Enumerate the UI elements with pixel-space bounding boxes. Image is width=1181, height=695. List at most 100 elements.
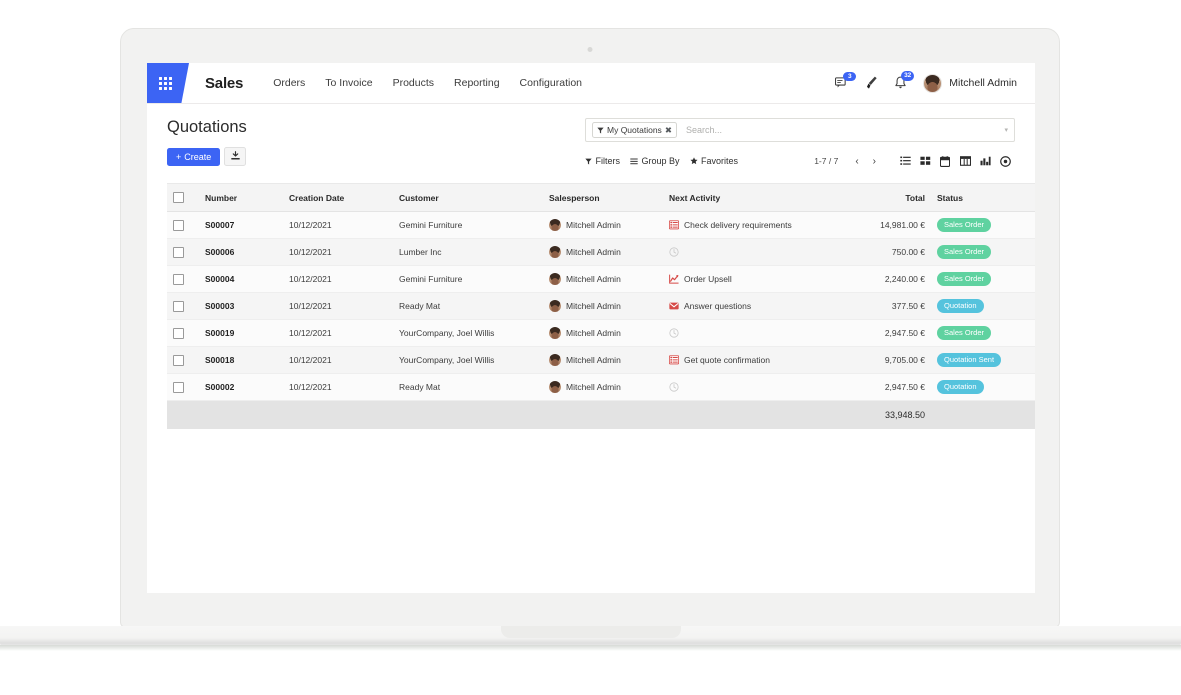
- cell-status: Sales Order: [931, 266, 1029, 293]
- activity-view-icon[interactable]: [995, 152, 1015, 170]
- clock-icon: [669, 247, 679, 257]
- cell-total: 2,240.00 €: [884, 274, 925, 284]
- footer-empty-2: [199, 401, 283, 429]
- salesperson-name: Mitchell Admin: [566, 328, 621, 338]
- status-badge: Sales Order: [937, 245, 992, 259]
- table-row[interactable]: S00002 10/12/2021 Ready Mat Mitchell Admin 2…: [167, 373, 1035, 401]
- webcam-dot: [587, 47, 593, 52]
- row-checkbox[interactable]: [173, 381, 184, 393]
- search-bar[interactable]: My Quotations ✖ ▾: [585, 118, 1015, 142]
- groupby-dropdown[interactable]: Group By: [630, 153, 690, 169]
- table-row[interactable]: S00006 10/12/2021 Lumber Inc Mitchell Admin…: [167, 238, 1035, 266]
- pager-previous-button[interactable]: ‹: [848, 155, 865, 168]
- cell-status: Sales Order: [931, 212, 1029, 239]
- column-header-number[interactable]: Number: [199, 183, 283, 212]
- column-header-salesperson[interactable]: Salesperson: [543, 183, 663, 212]
- nav-item-configuration[interactable]: Configuration: [519, 77, 583, 89]
- cell-creation-date: 10/12/2021: [289, 301, 332, 311]
- row-checkbox[interactable]: [173, 246, 184, 258]
- cell-next-activity[interactable]: Answer questions: [663, 293, 859, 320]
- table-row[interactable]: S00018 10/12/2021 YourCompany, Joel Willis…: [167, 346, 1035, 374]
- row-checkbox[interactable]: [173, 219, 184, 231]
- row-end-cell: [1029, 293, 1035, 320]
- avatar: [923, 73, 943, 93]
- row-checkbox[interactable]: [173, 327, 184, 339]
- table-row[interactable]: S00019 10/12/2021 YourCompany, Joel Willis…: [167, 319, 1035, 347]
- select-all-cell: [167, 183, 199, 212]
- nav-item-products[interactable]: Products: [392, 77, 435, 89]
- cell-next-activity[interactable]: Order Upsell: [663, 266, 859, 293]
- cell-next-activity[interactable]: [663, 374, 859, 401]
- list-view: Number Creation Date Customer Salesperso…: [147, 183, 1035, 429]
- column-header-creation-date[interactable]: Creation Date: [283, 183, 393, 212]
- row-checkbox[interactable]: [173, 300, 184, 312]
- user-menu-button[interactable]: Mitchell Admin: [923, 73, 1017, 93]
- cell-next-activity[interactable]: [663, 320, 859, 347]
- import-button[interactable]: [224, 147, 247, 166]
- cell-next-activity[interactable]: Check delivery requirements: [663, 212, 859, 239]
- quotations-table: Number Creation Date Customer Salesperso…: [167, 183, 1035, 429]
- filters-label: Filters: [595, 156, 621, 166]
- column-header-total[interactable]: Total: [859, 183, 931, 212]
- todo-list-icon: [669, 355, 679, 365]
- graph-view-icon[interactable]: [975, 152, 995, 170]
- search-facet-close-icon[interactable]: ✖: [664, 124, 672, 135]
- search-input[interactable]: [683, 124, 1005, 136]
- nav-item-reporting[interactable]: Reporting: [454, 77, 500, 89]
- create-button-label: Create: [184, 151, 212, 162]
- messages-button[interactable]: 3: [835, 71, 857, 90]
- cell-salesperson: Mitchell Admin: [543, 212, 663, 239]
- row-end-cell: [1029, 239, 1035, 266]
- salesperson-avatar: [549, 273, 561, 285]
- column-header-next-activity[interactable]: Next Activity: [663, 183, 859, 212]
- kanban-view-icon[interactable]: [915, 152, 935, 170]
- chevron-down-icon[interactable]: ▾: [1004, 127, 1008, 134]
- salesperson-name: Mitchell Admin: [566, 301, 621, 311]
- app-brand-name[interactable]: Sales: [205, 74, 244, 92]
- filters-dropdown[interactable]: Filters: [585, 153, 630, 169]
- pager-next-button[interactable]: ›: [866, 155, 883, 168]
- select-all-checkbox[interactable]: [173, 192, 184, 203]
- main-nav-menu: Orders To Invoice Products Reporting Con…: [263, 77, 592, 89]
- row-checkbox[interactable]: [173, 354, 184, 366]
- notifications-button[interactable]: 32: [894, 71, 915, 90]
- optional-columns-cell: ⋮: [1029, 183, 1035, 212]
- create-button[interactable]: + Create: [167, 147, 221, 166]
- control-panel-right: My Quotations ✖ ▾ Filters: [585, 118, 1015, 171]
- salesperson-avatar: [549, 246, 561, 258]
- search-facet-my-quotations[interactable]: My Quotations ✖: [592, 122, 677, 138]
- footer-empty-3: [283, 401, 393, 429]
- salesperson-name: Mitchell Admin: [566, 355, 621, 365]
- next-activity-label: Answer questions: [684, 301, 752, 311]
- column-header-status[interactable]: Status: [931, 183, 1029, 212]
- cell-next-activity[interactable]: Get quote confirmation: [663, 347, 859, 374]
- user-name: Mitchell Admin: [949, 77, 1017, 89]
- status-badge: Sales Order: [937, 326, 992, 340]
- laptop-shadow: [0, 645, 1181, 651]
- cell-creation-date: 10/12/2021: [289, 274, 332, 284]
- header-row: Number Creation Date Customer Salesperso…: [167, 183, 1035, 212]
- calendar-view-icon[interactable]: [935, 152, 955, 170]
- table-row[interactable]: S00007 10/12/2021 Gemini Furniture Mitchell…: [167, 211, 1035, 239]
- cell-next-activity[interactable]: [663, 239, 859, 266]
- nav-item-orders[interactable]: Orders: [273, 77, 306, 89]
- column-header-customer[interactable]: Customer: [393, 183, 543, 212]
- favorites-dropdown[interactable]: Favorites: [689, 153, 749, 169]
- cell-salesperson: Mitchell Admin: [543, 347, 663, 374]
- cell-salesperson: Mitchell Admin: [543, 374, 663, 401]
- row-select-cell: [167, 239, 199, 266]
- star-icon: [689, 157, 698, 165]
- salesperson-name: Mitchell Admin: [566, 247, 621, 257]
- activity-brush-button[interactable]: [865, 76, 878, 90]
- footer-empty-7: [931, 401, 1029, 429]
- table-row[interactable]: S00004 10/12/2021 Gemini Furniture Mitchell…: [167, 265, 1035, 293]
- pivot-view-icon[interactable]: [955, 152, 975, 170]
- list-view-icon[interactable]: [895, 152, 915, 170]
- table-row[interactable]: S00003 10/12/2021 Ready Mat Mitchell Admin A…: [167, 292, 1035, 320]
- row-checkbox[interactable]: [173, 273, 184, 285]
- table-foot: 33,948.50: [167, 400, 1035, 429]
- import-icon: [231, 151, 240, 160]
- apps-menu-button[interactable]: [147, 63, 189, 103]
- cell-number: S00002: [205, 382, 235, 392]
- nav-item-to-invoice[interactable]: To Invoice: [325, 77, 373, 89]
